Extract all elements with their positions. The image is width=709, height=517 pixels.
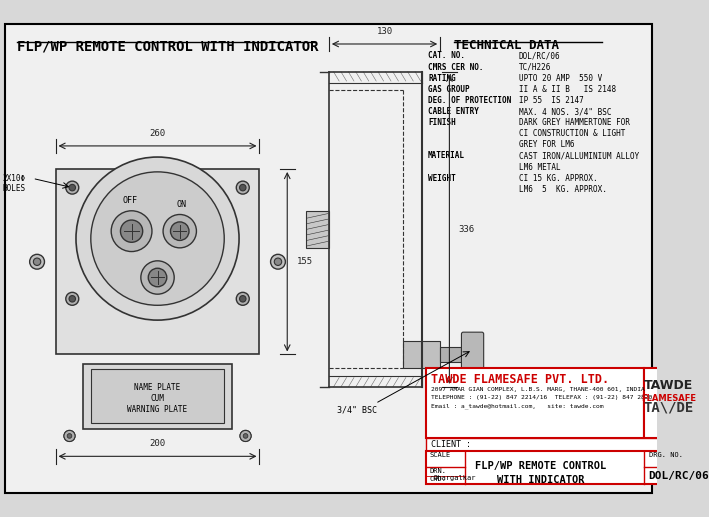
Text: CMRS CER NO.: CMRS CER NO.	[428, 63, 484, 71]
Circle shape	[76, 157, 239, 320]
Text: 155: 155	[296, 257, 313, 266]
Text: GAS GROUP: GAS GROUP	[428, 85, 469, 94]
Text: TAWDE FLAMESAFE PVT. LTD.: TAWDE FLAMESAFE PVT. LTD.	[431, 373, 609, 386]
Text: MAX. 4 NOS. 3/4" BSC: MAX. 4 NOS. 3/4" BSC	[519, 107, 611, 116]
Bar	[440, 347, 463, 362]
Circle shape	[69, 296, 76, 302]
Circle shape	[163, 215, 196, 248]
Text: Email : a_tawde@hotmail.com,   site: tawde.com: Email : a_tawde@hotmail.com, site: tawde…	[431, 403, 603, 409]
Circle shape	[66, 292, 79, 306]
Text: FINISH: FINISH	[428, 118, 456, 127]
Text: DOL/RC/06: DOL/RC/06	[649, 471, 709, 481]
Text: FLP/WP REMOTE CONTROL WITH INDICATOR: FLP/WP REMOTE CONTROL WITH INDICATOR	[17, 39, 318, 53]
Text: SCALE: SCALE	[429, 452, 450, 458]
Text: II A & II B   IS 2148: II A & II B IS 2148	[519, 85, 616, 94]
Circle shape	[30, 254, 45, 269]
Circle shape	[141, 261, 174, 294]
Text: WARNING PLATE: WARNING PLATE	[128, 405, 188, 415]
Text: RATING: RATING	[428, 73, 456, 83]
Text: CABLE ENTRY: CABLE ENTRY	[428, 107, 479, 116]
Bar	[403, 341, 440, 368]
Text: CLIENT :: CLIENT :	[431, 439, 471, 449]
Text: WEIGHT: WEIGHT	[428, 174, 456, 183]
Text: 3/4" BSC: 3/4" BSC	[337, 405, 376, 414]
Circle shape	[64, 430, 75, 442]
Text: MATERIAL: MATERIAL	[428, 151, 465, 160]
Circle shape	[64, 430, 75, 442]
Text: FLP/WP REMOTE CONTROL
WITH INDICATOR: FLP/WP REMOTE CONTROL WITH INDICATOR	[475, 461, 606, 485]
Circle shape	[240, 430, 251, 442]
Circle shape	[69, 185, 76, 191]
Circle shape	[121, 220, 143, 242]
Circle shape	[236, 181, 250, 194]
Bar	[91, 369, 224, 423]
Text: CHD.: CHD.	[429, 476, 446, 482]
Text: DARK GREY HAMMERTONE FOR: DARK GREY HAMMERTONE FOR	[519, 118, 630, 127]
Text: DOL/RC/06: DOL/RC/06	[519, 51, 561, 60]
Circle shape	[33, 258, 41, 265]
Text: ON: ON	[177, 200, 186, 209]
Text: TA\/DE: TA\/DE	[644, 401, 694, 415]
Circle shape	[243, 434, 248, 438]
Bar	[55, 169, 259, 354]
Circle shape	[67, 434, 72, 438]
Text: 130: 130	[376, 27, 393, 36]
Text: LM6 METAL: LM6 METAL	[519, 163, 561, 172]
Text: CI 15 KG. APPROX.: CI 15 KG. APPROX.	[519, 174, 598, 183]
Bar	[644, 368, 694, 438]
Text: TAWDE: TAWDE	[644, 379, 693, 392]
Bar	[426, 451, 694, 484]
Text: NAME PLATE: NAME PLATE	[135, 383, 181, 392]
Circle shape	[148, 268, 167, 287]
Text: 2097 AMAR GIAN COMPLEX, L.B.S. MARG, THANE-400 601, INDIA: 2097 AMAR GIAN COMPLEX, L.B.S. MARG, THA…	[431, 387, 644, 392]
FancyBboxPatch shape	[462, 332, 484, 377]
Text: CUM: CUM	[150, 394, 164, 403]
Bar	[84, 363, 232, 429]
Circle shape	[170, 222, 189, 240]
Text: GREY FOR LM6: GREY FOR LM6	[519, 140, 574, 149]
Circle shape	[66, 181, 79, 194]
Circle shape	[240, 296, 246, 302]
Bar	[306, 211, 329, 248]
Text: FLAMESAFE: FLAMESAFE	[642, 394, 696, 403]
Text: IP 55  IS 2147: IP 55 IS 2147	[519, 96, 584, 105]
Text: CI CONSTRUCTION & LIGHT: CI CONSTRUCTION & LIGHT	[519, 129, 625, 138]
Text: LM6  5  KG. APPROX.: LM6 5 KG. APPROX.	[519, 185, 607, 194]
Circle shape	[274, 258, 281, 265]
Circle shape	[67, 434, 72, 438]
Text: TC/H226: TC/H226	[519, 63, 552, 71]
Text: TECHNICAL DATA: TECHNICAL DATA	[454, 39, 559, 52]
Text: DRN.: DRN.	[429, 468, 446, 475]
Bar	[426, 368, 644, 438]
Text: 200: 200	[150, 439, 166, 448]
Circle shape	[236, 292, 250, 306]
Text: 260: 260	[150, 129, 166, 138]
Text: 2X10Φ
HOLES: 2X10Φ HOLES	[3, 174, 26, 193]
Circle shape	[271, 254, 286, 269]
Text: CAT. NO.: CAT. NO.	[428, 51, 465, 60]
Circle shape	[91, 172, 224, 306]
Bar	[426, 438, 694, 451]
Text: Dhargalkar: Dhargalkar	[434, 475, 476, 481]
Text: UPTO 20 AMP  550 V: UPTO 20 AMP 550 V	[519, 73, 602, 83]
Text: TELEPHONE : (91-22) 847 2214/16  TELEFAX : (91-22) 847 2820: TELEPHONE : (91-22) 847 2214/16 TELEFAX …	[431, 395, 652, 400]
Circle shape	[240, 185, 246, 191]
Text: 336: 336	[459, 225, 475, 234]
Text: DRG. NO.: DRG. NO.	[649, 452, 683, 458]
Text: CAST IRON/ALLUMINIUM ALLOY: CAST IRON/ALLUMINIUM ALLOY	[519, 151, 639, 160]
Circle shape	[240, 430, 251, 442]
Text: OFF: OFF	[122, 196, 138, 205]
Circle shape	[243, 434, 248, 438]
Text: DEG. OF PROTECTION: DEG. OF PROTECTION	[428, 96, 511, 105]
Circle shape	[111, 211, 152, 252]
